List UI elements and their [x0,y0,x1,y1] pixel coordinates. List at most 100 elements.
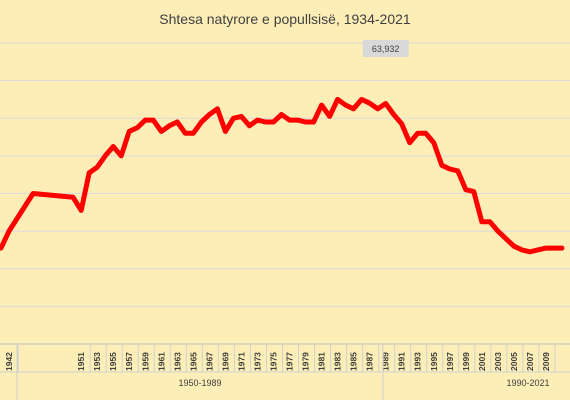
data-point [464,188,468,192]
data-point [520,248,524,252]
data-point [231,116,235,120]
data-point [199,120,203,124]
data-point [288,118,291,122]
data-point [175,120,179,124]
data-point [256,118,259,122]
x-tick-label: 2005 [509,352,519,371]
x-tick-label: 1942 [4,352,14,371]
data-point [312,120,316,124]
data-point [247,124,251,128]
x-tick-label: 1979 [301,352,311,371]
peak-data-label: 63,932 [372,44,400,54]
series-line [0,96,565,255]
data-point [544,246,548,250]
data-point [191,131,195,135]
data-point [368,101,372,105]
data-point [111,145,115,148]
data-point [87,171,91,175]
data-point [352,107,356,111]
x-tick-label: 1981 [317,352,327,371]
data-point [79,208,83,212]
data-point [496,229,500,233]
data-point [360,97,364,101]
chart-title: Shtesa natyrore e popullsisë, 1934-2021 [159,11,411,27]
data-point [344,103,348,107]
x-tick-label: 1997 [445,352,455,371]
x-tick-label: 2001 [477,352,487,371]
x-tick-label: 1995 [429,352,439,371]
data-point [392,113,396,116]
data-point [504,237,508,241]
data-point [127,129,131,133]
data-point [159,129,163,133]
x-tick-label: 1971 [236,352,246,371]
data-point [480,220,484,224]
data-point [143,118,147,122]
x-tick-label: 2009 [541,352,551,371]
x-tick-label: 1957 [124,352,134,371]
data-point [296,118,299,122]
data-point [552,246,556,250]
data-point [31,192,35,195]
data-point [223,129,227,133]
data-point [167,124,171,128]
data-point [0,246,3,250]
data-point [103,154,107,158]
data-point [239,114,243,118]
x-tick-label: 2007 [525,352,535,371]
data-point [536,248,540,252]
peak-label-box [362,40,409,57]
data-point [280,113,283,116]
data-point [376,107,380,111]
data-point [304,120,307,124]
data-point [328,114,332,118]
data-point [272,120,275,124]
peak-callout: 63,932 [362,40,409,57]
data-point [215,107,219,111]
x-axis: 1942 1951 1953 1955 1957 1959 1961 1963 1965 1967… [0,343,570,400]
data-point [320,103,324,107]
x-tick-label: 1999 [461,352,471,371]
x-tick-label: 1965 [188,352,198,371]
x-tick-label: 1973 [252,352,262,371]
x-tick-label: 1963 [172,352,182,371]
x-tick-label: 1983 [333,352,343,371]
data-point [432,141,436,145]
x-tick-label: 2003 [493,352,503,371]
data-point [264,120,267,124]
data-point [7,229,11,233]
x-tick-label: 1993 [413,352,423,371]
data-point [71,195,75,199]
data-point [384,102,388,105]
x-tick-label: 1975 [268,352,278,371]
data-point [416,131,420,135]
series-layer [0,96,565,255]
x-tick-label: 1969 [220,352,230,371]
data-point [560,246,564,250]
x-group-label: 1950-1989 [178,378,221,388]
data-point [472,190,476,194]
data-point [512,244,516,248]
data-point [528,250,532,254]
data-point [424,131,428,135]
x-tick-label: 1987 [365,352,375,371]
x-group-label: 1990-2021 [506,378,549,388]
x-tick-label: 1961 [156,352,166,371]
x-tick-label: 1959 [140,352,150,371]
data-point [135,126,139,130]
data-point [440,163,444,167]
x-tick-label: 1967 [204,352,214,371]
x-tick-label: 1991 [397,352,407,371]
data-point [95,165,99,169]
data-point [408,141,412,145]
data-point [207,113,211,116]
x-tick-label: 1951 [76,352,86,371]
x-tick-label: 1953 [92,352,102,371]
data-point [456,169,460,173]
data-point [151,118,155,122]
data-point [488,220,492,224]
data-point [336,97,340,101]
data-point [183,131,187,135]
